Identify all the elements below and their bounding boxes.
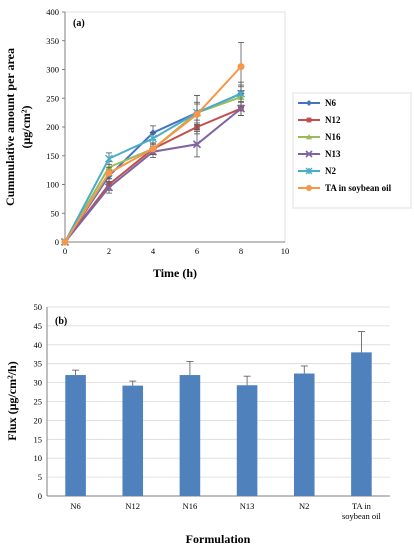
y-tick-label: 20 [34, 415, 43, 425]
panel-a-y-axis-title-line1: Cummulative amount per area [3, 48, 17, 206]
x-tick-label: N16 [183, 501, 198, 511]
x-tick-label: 0 [63, 246, 67, 256]
data-point [306, 100, 312, 106]
series-n6 [61, 81, 245, 246]
bar [293, 373, 315, 496]
legend-entry: N13 [298, 149, 341, 159]
bar [122, 385, 144, 496]
series-n12 [62, 101, 244, 245]
data-point [236, 104, 246, 113]
y-tick-label: 400 [46, 7, 59, 17]
bar [179, 375, 201, 496]
x-tick-label: 10 [281, 246, 290, 256]
x-tick-label: 8 [239, 246, 243, 256]
panel-b-x-axis-title: Formulation [186, 532, 251, 546]
data-point [61, 238, 69, 246]
y-tick-label: 0 [38, 491, 42, 501]
bar [236, 385, 258, 496]
panel-a: (a) Time (h) Cummulative amount per area… [3, 7, 412, 280]
data-point [306, 117, 312, 123]
data-point [237, 89, 245, 98]
data-point [105, 169, 113, 177]
data-point [149, 134, 157, 143]
data-point [149, 145, 157, 153]
bar-group: N16 [179, 361, 201, 511]
data-point [306, 134, 312, 140]
y-tick-label: 40 [34, 340, 43, 350]
y-tick-label: 50 [34, 302, 43, 312]
series-ta-in-soybean-oil [61, 42, 245, 246]
y-tick-label: 250 [46, 93, 59, 103]
bar-group: N6 [65, 369, 86, 511]
data-point [192, 140, 202, 149]
y-tick-label: 10 [34, 453, 43, 463]
y-tick-label: 5 [38, 472, 42, 482]
x-tick-label: 2 [107, 246, 111, 256]
y-tick-label: 200 [46, 122, 59, 132]
bar-group: N13 [236, 375, 258, 511]
x-tick-label: soybean oil [342, 511, 382, 521]
bar-group: N2 [293, 365, 315, 511]
data-point [305, 167, 313, 175]
legend-label: N6 [325, 98, 336, 108]
y-tick-label: 0 [55, 237, 59, 247]
series-line [64, 92, 242, 243]
x-tick-label: 6 [195, 246, 199, 256]
panel-b-y-axis-title: Flux (μg/cm²/h) [5, 361, 19, 440]
series-line [64, 92, 242, 243]
y-tick-label: 150 [46, 151, 59, 161]
x-tick-label: N13 [240, 501, 255, 511]
data-point [237, 63, 245, 71]
y-tick-label: 300 [46, 65, 59, 75]
panel-b-label: (b) [55, 316, 67, 327]
series-n13 [60, 101, 246, 247]
y-tick-label: 45 [34, 321, 43, 331]
data-point [305, 150, 313, 158]
x-tick-label: N6 [70, 501, 80, 511]
legend-entry: N6 [298, 98, 336, 108]
legend-entry: TA in soybean oil [298, 183, 392, 193]
legend-label: TA in soybean oil [325, 183, 392, 193]
data-point [306, 185, 312, 191]
series-n16 [61, 86, 245, 245]
legend-box [292, 92, 412, 209]
y-tick-label: 30 [34, 378, 43, 388]
y-tick-label: 25 [34, 397, 43, 407]
panel-a-plot-frame [64, 11, 286, 243]
bar-group: N12 [122, 380, 144, 511]
x-tick-label: 4 [151, 246, 156, 256]
bar [351, 352, 372, 496]
x-tick-label: N12 [125, 501, 140, 511]
panel-a-label: (a) [73, 18, 85, 29]
x-tick-label: N2 [299, 501, 309, 511]
data-point [104, 183, 114, 192]
series-n2 [61, 84, 245, 246]
legend-entry: N16 [298, 132, 341, 142]
x-tick-label: TA in [352, 501, 372, 511]
data-point [105, 154, 113, 163]
legend-label: N12 [325, 115, 341, 125]
legend-entry: N2 [298, 166, 336, 176]
y-tick-label: 35 [34, 359, 43, 369]
y-tick-label: 350 [46, 36, 59, 46]
legend-entry: N12 [298, 115, 341, 125]
panel-b: (b) Formulation Flux (μg/cm²/h) 0 5 10 15 20… [5, 302, 390, 546]
data-point [193, 110, 201, 118]
legend-label: N16 [325, 132, 341, 142]
bar [65, 375, 86, 496]
y-tick-label: 100 [46, 180, 59, 190]
panel-a-y-axis-title-line2: (μg/cm²) [19, 105, 33, 148]
y-tick-label: 15 [34, 434, 43, 444]
panel-a-x-axis-title: Time (h) [153, 266, 197, 280]
legend-label: N13 [325, 149, 341, 159]
y-tick-label: 50 [51, 208, 60, 218]
legend-label: N2 [325, 166, 336, 176]
